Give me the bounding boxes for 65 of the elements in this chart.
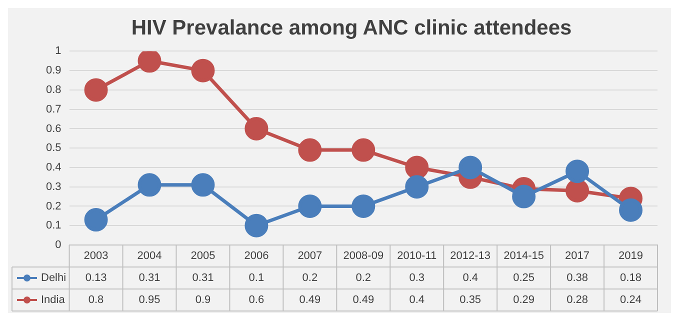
point <box>84 208 108 232</box>
point <box>619 198 643 222</box>
y-tick-label: 0.2 <box>46 200 62 212</box>
data-label: 0.29 <box>513 294 535 306</box>
y-tick-label: 0.6 <box>46 122 62 135</box>
data-label: 0.31 <box>192 272 214 284</box>
point <box>352 194 376 218</box>
data-label: 0.1 <box>248 272 264 284</box>
data-label: 0.28 <box>566 294 588 306</box>
point <box>191 58 215 82</box>
point <box>244 214 268 238</box>
data-label: 0.2 <box>302 272 318 284</box>
x-tick-label: 2012-13 <box>450 250 491 262</box>
point <box>138 51 162 73</box>
legend-label: Delhi <box>41 272 66 284</box>
x-tick-label: 2008-09 <box>343 250 384 262</box>
data-label: 0.6 <box>248 294 264 306</box>
x-tick-label: 2019 <box>618 250 644 262</box>
point <box>458 156 482 180</box>
x-tick-label: 2014-15 <box>504 250 544 262</box>
point <box>512 184 536 208</box>
y-tick-label: 0.9 <box>46 64 62 77</box>
data-label: 0.49 <box>352 294 374 306</box>
x-tick-label: 2007 <box>298 250 322 262</box>
data-label: 0.9 <box>195 294 211 306</box>
y-tick-label: 0 <box>55 239 62 252</box>
data-label: 0.35 <box>460 294 482 306</box>
data-label: 0.31 <box>138 272 160 284</box>
data-label: 0.25 <box>513 272 535 284</box>
y-tick-label: 0.8 <box>46 84 62 96</box>
point <box>405 156 429 180</box>
y-tick-label: 0.1 <box>46 220 62 232</box>
data-label: 0.13 <box>85 272 107 284</box>
point <box>138 173 162 197</box>
data-label: 0.95 <box>138 294 160 306</box>
x-tick-label: 2006 <box>244 250 269 262</box>
chart-title: HIV Prevalance among ANC clinic attendees <box>131 16 572 40</box>
y-tick-label: 0.4 <box>46 162 62 174</box>
data-label: 0.49 <box>299 294 321 306</box>
x-tick-label: 2003 <box>84 250 108 262</box>
y-tick-label: 1 <box>55 45 62 58</box>
x-tick-label: 2017 <box>565 250 590 262</box>
y-tick-label: 0.7 <box>46 103 62 116</box>
legend-label: India <box>41 294 66 306</box>
point <box>566 160 590 184</box>
point <box>84 78 108 102</box>
point <box>298 138 322 162</box>
data-label: 0.18 <box>620 272 642 284</box>
data-label: 0.24 <box>620 294 642 306</box>
data-label: 0.2 <box>356 272 372 284</box>
data-label: 0.38 <box>566 272 588 284</box>
data-label: 0.4 <box>409 294 425 306</box>
data-label: 0.3 <box>409 272 425 284</box>
data-label: 0.4 <box>462 272 478 284</box>
y-tick-label: 0.5 <box>46 142 62 154</box>
x-tick-label: 2005 <box>190 250 216 262</box>
x-tick-label: 2004 <box>137 250 162 262</box>
point <box>244 116 268 140</box>
point <box>405 175 429 199</box>
y-tick-label: 0.3 <box>46 180 62 193</box>
point <box>191 173 215 197</box>
data-label: 0.8 <box>88 294 104 306</box>
x-tick-label: 2010-11 <box>397 250 437 262</box>
point <box>298 194 322 218</box>
point <box>352 138 376 162</box>
